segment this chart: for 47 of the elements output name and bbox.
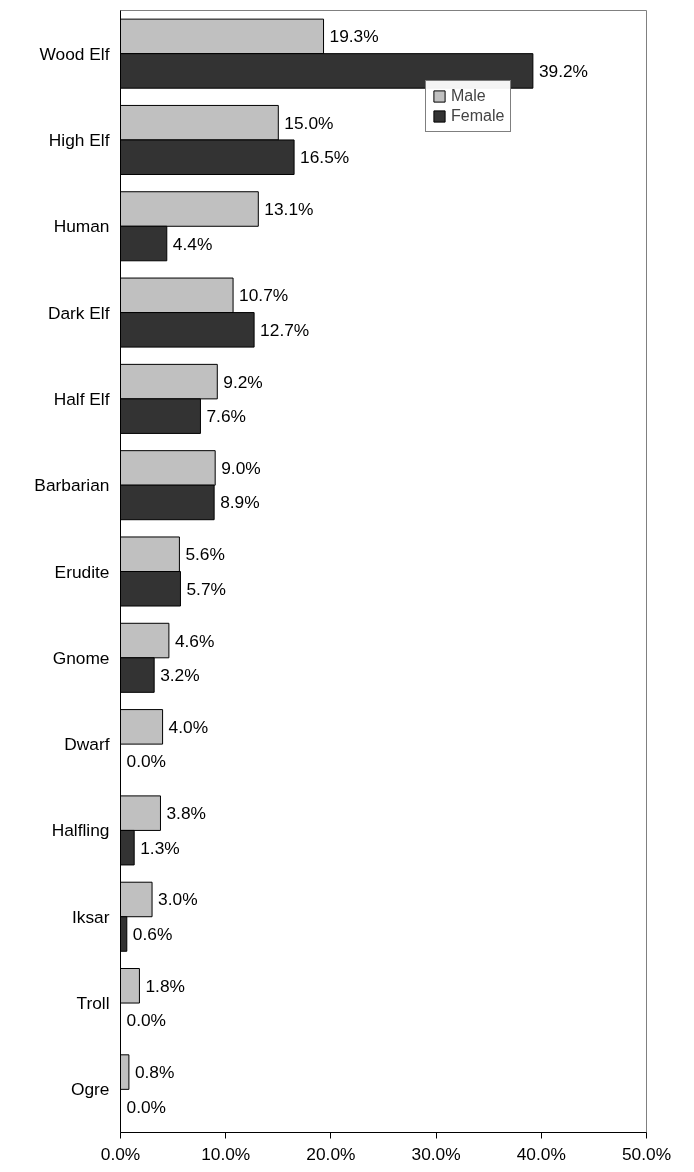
- data-label: 16.5%: [300, 147, 350, 168]
- data-label: 3.0%: [158, 889, 198, 910]
- data-label: 0.6%: [132, 923, 173, 944]
- data-label: 10.7%: [239, 285, 289, 306]
- data-label: 1.8%: [145, 975, 185, 996]
- y-tick-label: Dwarf: [64, 734, 110, 755]
- data-label: 5.6%: [185, 544, 225, 565]
- data-label: 13.1%: [264, 199, 314, 220]
- data-label: 4.0%: [168, 716, 209, 737]
- data-label: 15.0%: [284, 112, 334, 133]
- x-tick-label: 10.0%: [201, 1143, 251, 1164]
- legend-label: Female: [451, 107, 505, 125]
- data-label: 0.0%: [126, 751, 166, 772]
- data-label: 3.8%: [166, 803, 206, 824]
- y-tick-label: Human: [53, 216, 110, 237]
- data-label: 12.7%: [260, 319, 310, 340]
- y-tick-label: Barbarian: [34, 475, 110, 496]
- y-tick-label: Halfling: [51, 820, 110, 841]
- y-tick-label: Dark Elf: [47, 302, 110, 323]
- data-label: 1.3%: [140, 837, 180, 858]
- data-label: 0.8%: [134, 1062, 175, 1083]
- data-label: 9.2%: [223, 371, 263, 392]
- data-label: 5.7%: [186, 578, 226, 599]
- y-tick-label: Half Elf: [53, 388, 110, 409]
- data-label: 0.0%: [126, 1096, 166, 1117]
- x-tick-label: 20.0%: [306, 1143, 356, 1164]
- data-label: 8.9%: [220, 492, 260, 513]
- data-label: 19.3%: [329, 26, 379, 47]
- y-tick-label: Wood Elf: [39, 43, 110, 64]
- legend-label: Male: [451, 87, 486, 105]
- y-tick-label: Troll: [76, 993, 110, 1014]
- x-tick-label: 50.0%: [621, 1143, 672, 1164]
- data-label: 0.0%: [126, 1010, 166, 1031]
- x-tick-label: 30.0%: [411, 1143, 461, 1164]
- data-label: 4.4%: [172, 233, 213, 254]
- x-tick-label: 40.0%: [516, 1143, 566, 1164]
- y-tick-label: Iksar: [71, 906, 110, 927]
- data-label: 3.2%: [160, 665, 200, 686]
- data-label: 4.6%: [174, 630, 215, 651]
- y-tick-label: Ogre: [70, 1079, 110, 1100]
- data-label: 7.6%: [206, 406, 246, 427]
- data-label: 39.2%: [538, 60, 589, 81]
- y-tick-label: Gnome: [52, 647, 110, 668]
- x-tick-label: 0.0%: [100, 1143, 141, 1164]
- data-label: 9.0%: [221, 457, 261, 478]
- y-tick-label: High Elf: [48, 129, 110, 150]
- y-tick-label: Erudite: [54, 561, 110, 582]
